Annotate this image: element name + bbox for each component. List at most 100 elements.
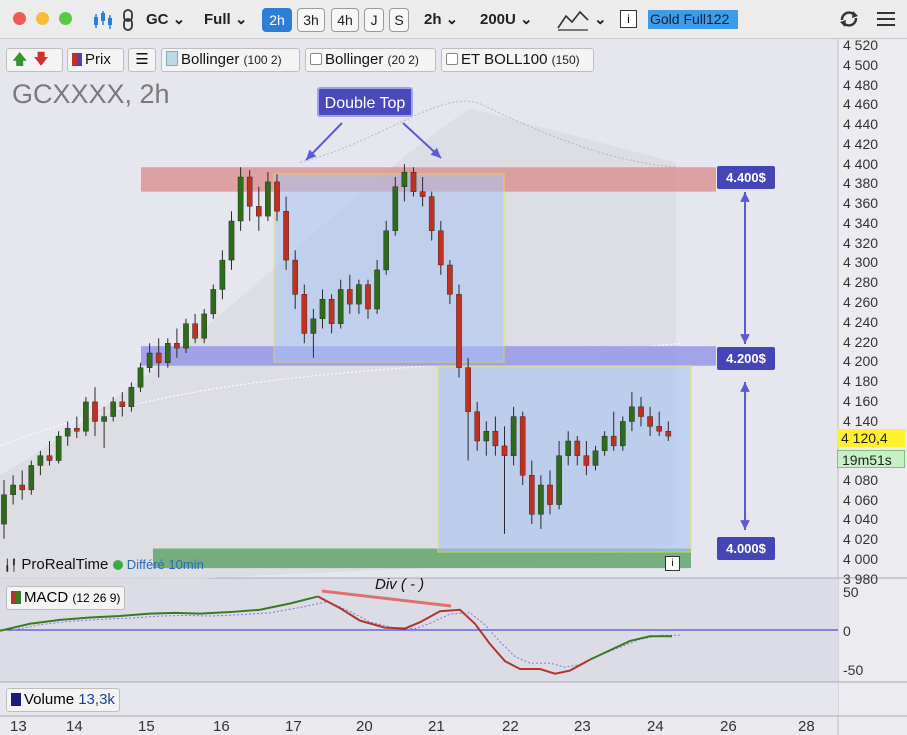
price-tick: 4 200 xyxy=(843,353,879,370)
candle-body xyxy=(319,299,326,319)
price-tick: 4 180 xyxy=(843,373,879,390)
timeframe-2h-button[interactable]: 2h xyxy=(262,8,292,32)
timeframe-3h-button[interactable]: 3h xyxy=(297,8,325,32)
status-dot-icon xyxy=(112,560,123,570)
drawing-tools-dropdown[interactable]: ⌄ xyxy=(594,11,607,28)
candle-body xyxy=(283,211,289,261)
candle-body xyxy=(510,416,517,456)
units-selector[interactable]: 200U ⌄ xyxy=(480,11,533,28)
price-tick: 4 400 xyxy=(843,155,879,172)
indicator-name: ET BOLL100 xyxy=(461,51,548,68)
timeframe-day-button[interactable]: J xyxy=(364,8,384,32)
instrument-search-input[interactable]: Gold Full122 xyxy=(648,10,738,29)
double-top-arrow-left-head xyxy=(306,149,317,160)
indicator-params: (150) xyxy=(551,53,580,67)
price-swatch-icon xyxy=(72,53,82,66)
candle-body xyxy=(274,181,280,212)
candle-body xyxy=(492,431,499,447)
candle-body xyxy=(519,416,526,476)
candle-body xyxy=(465,367,471,412)
chart-info-icon[interactable]: i xyxy=(665,556,680,571)
sync-icon[interactable] xyxy=(838,8,860,30)
candle-body xyxy=(1,494,7,525)
divergence-label: Div ( - ) xyxy=(375,576,425,593)
price-tick: 4 340 xyxy=(843,214,879,231)
price-tick: 4 500 xyxy=(843,56,879,73)
price-tick: 4 220 xyxy=(843,333,879,350)
candle-body xyxy=(256,206,262,217)
candle-body xyxy=(192,323,198,339)
symbol-selector[interactable]: GC ⌄ xyxy=(146,11,186,28)
chart-ticker-title: GCXXXX, 2h xyxy=(12,79,170,109)
candle-body xyxy=(538,484,544,515)
candle-body xyxy=(164,343,171,363)
candle-body xyxy=(10,484,16,495)
price-tick: 4 160 xyxy=(843,392,879,409)
candle-body xyxy=(46,455,53,461)
timeframe-week-button[interactable]: S xyxy=(389,8,409,32)
candle-body xyxy=(428,196,435,231)
price-tick: 4 520 xyxy=(843,37,879,53)
timeframe-4h-button[interactable]: 4h xyxy=(331,8,359,32)
candle-body xyxy=(447,264,453,295)
candle-body xyxy=(219,259,226,290)
info-icon[interactable]: i xyxy=(620,10,637,28)
candle-body xyxy=(547,484,553,505)
price-tick: 4 440 xyxy=(843,116,879,133)
drawing-tools-icon[interactable] xyxy=(556,8,590,32)
price-tick: 4 260 xyxy=(843,294,879,310)
candle-body xyxy=(292,259,299,295)
indicator-params: (20 2) xyxy=(387,53,419,67)
indicator-name: Bollinger xyxy=(181,51,240,68)
candle-body xyxy=(438,230,444,266)
macd-swatch-icon xyxy=(11,591,21,604)
candle-body xyxy=(620,421,626,447)
candle-body xyxy=(174,343,180,349)
candle-body xyxy=(101,416,107,422)
price-tick: 4 320 xyxy=(843,234,879,251)
candle-body xyxy=(119,401,126,407)
link-icon[interactable] xyxy=(121,9,135,31)
price-tick: 4 240 xyxy=(843,313,879,330)
indicator-params: (100 2) xyxy=(243,53,282,67)
price-legend-chip[interactable]: Prix xyxy=(67,48,124,72)
candle-body xyxy=(656,426,662,432)
close-window-button[interactable] xyxy=(13,12,26,25)
measure-arrow-down-bottom-head xyxy=(740,520,750,530)
macd-tick: -50 xyxy=(843,662,864,678)
price-chart[interactable] xyxy=(0,39,907,735)
indicator-bollinger-20[interactable]: Bollinger (20 2) xyxy=(305,48,436,72)
price-direction-toggle[interactable]: 🡅 🡇 xyxy=(6,48,63,72)
indicator-bollinger-100[interactable]: Bollinger (100 2) xyxy=(161,48,300,72)
macd-line-down xyxy=(317,595,591,675)
volume-legend-chip[interactable]: Volume 13,3k xyxy=(6,688,120,712)
candle-body xyxy=(556,455,562,505)
price-tick: 3 980 xyxy=(843,570,879,587)
candle-body xyxy=(601,435,608,451)
indicator-et-boll100[interactable]: ET BOLL100 (150) xyxy=(441,48,594,72)
bollinger-upper-line xyxy=(299,100,677,168)
candle-body xyxy=(301,294,308,334)
minimize-window-button[interactable] xyxy=(36,12,49,25)
candles-icon[interactable] xyxy=(92,10,114,30)
candle-body xyxy=(28,465,35,491)
mini-candles-icon: ╽╿ xyxy=(4,560,18,572)
macd-tick: 0 xyxy=(843,623,851,639)
indicator-list-button[interactable]: ☰ xyxy=(128,48,156,72)
time-tick: 14 xyxy=(66,718,83,735)
candle-body xyxy=(410,171,417,192)
menu-icon[interactable] xyxy=(876,11,896,27)
candle-body xyxy=(183,323,189,349)
time-tick: 17 xyxy=(285,718,302,735)
maximize-window-button[interactable] xyxy=(59,12,72,25)
candle-body xyxy=(638,406,644,417)
price-legend-label: Prix xyxy=(85,51,111,68)
macd-tick: 50 xyxy=(843,584,859,600)
candle-body xyxy=(92,401,98,422)
interval-selector[interactable]: 2h ⌄ xyxy=(424,11,459,28)
macd-legend-chip[interactable]: MACD (12 26 9) xyxy=(6,586,126,610)
checkbox-icon xyxy=(310,53,322,65)
candle-body xyxy=(592,450,599,466)
time-tick: 26 xyxy=(720,718,737,735)
view-selector[interactable]: Full ⌄ xyxy=(204,11,248,28)
